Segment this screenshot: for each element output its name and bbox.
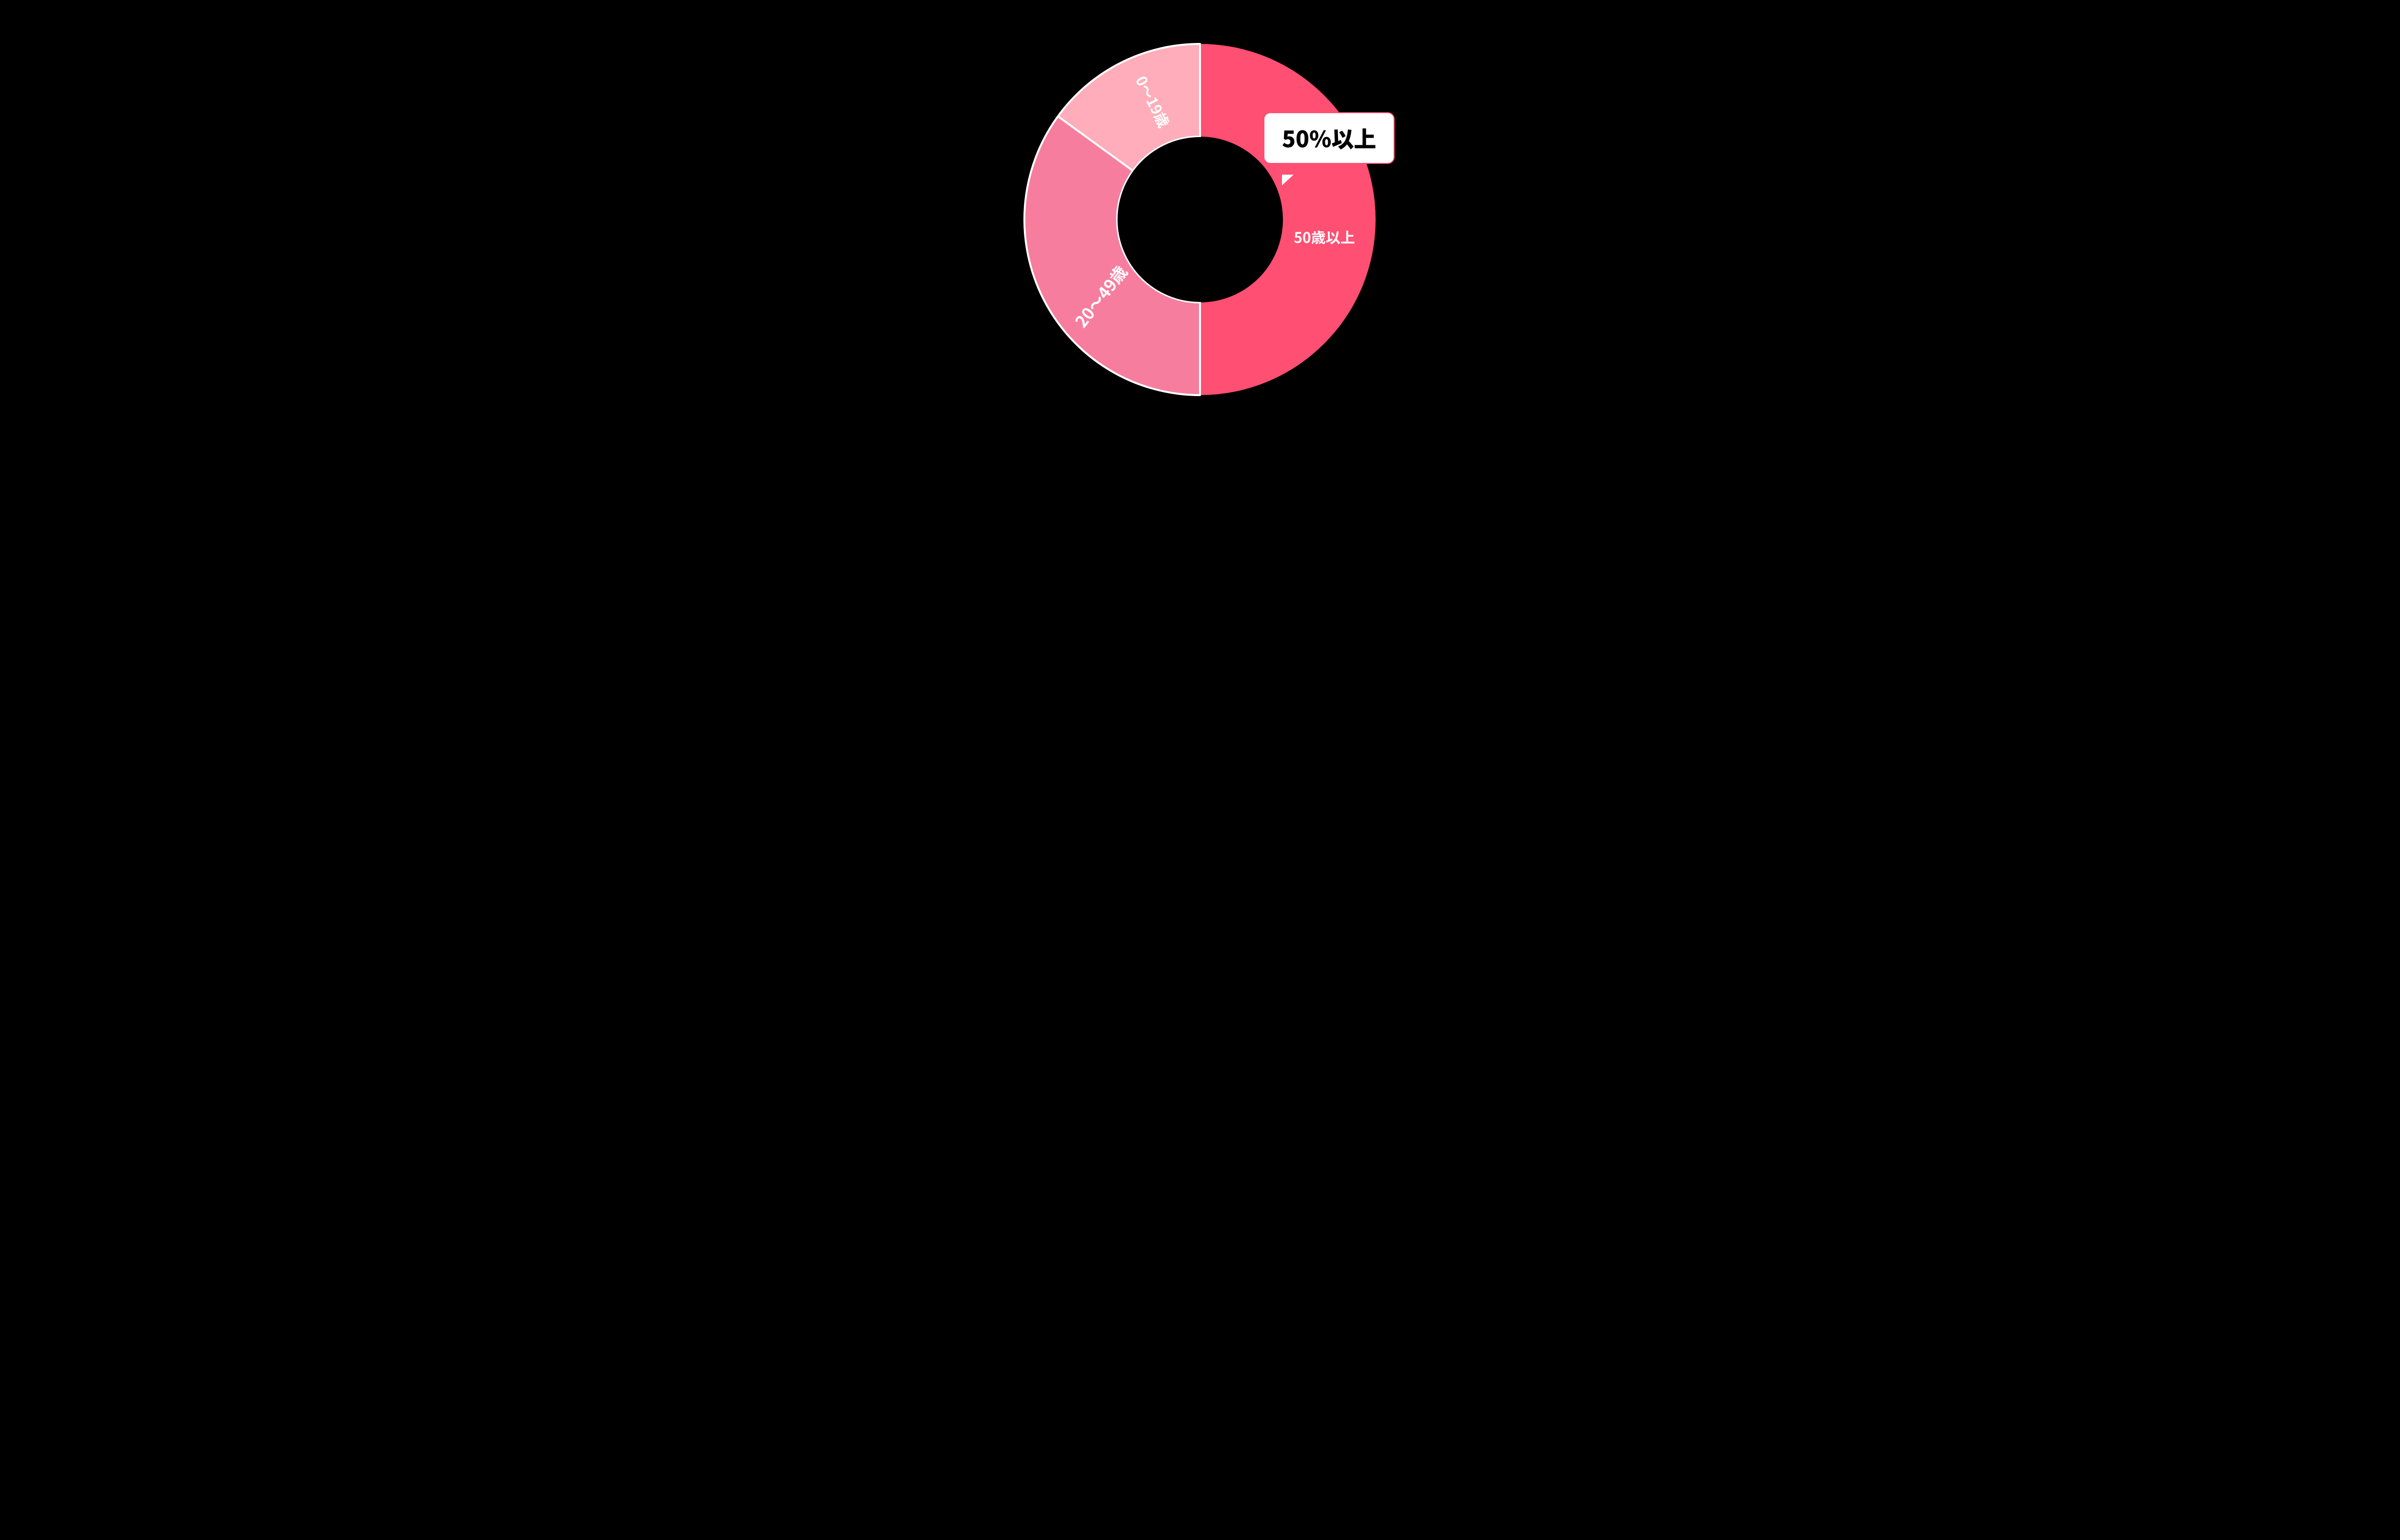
chart-stage: 50歳以上20～49歳0～19歳 50%以上	[859, 0, 1541, 439]
callout-bubble: 50%以上	[1263, 112, 1395, 164]
donut-chart: 50歳以上20～49歳0～19歳	[980, 0, 1420, 439]
donut-hole	[1118, 137, 1282, 302]
callout-text: 50%以上	[1282, 122, 1376, 154]
slice-label: 50歳以上	[1294, 226, 1355, 247]
